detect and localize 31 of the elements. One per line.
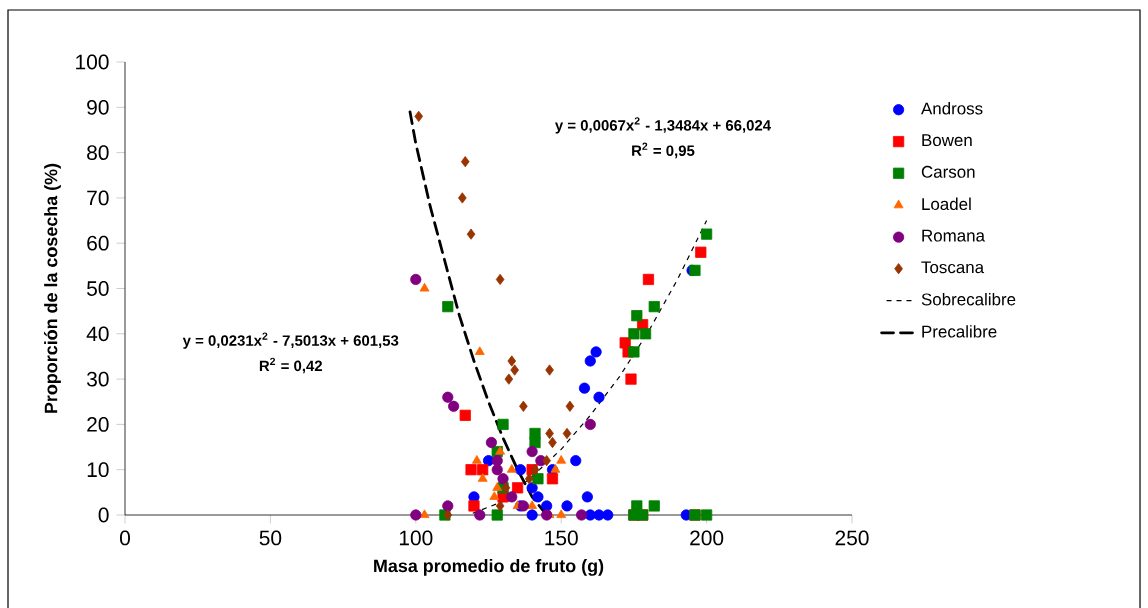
y-tick-label: 30	[86, 371, 109, 387]
legend-label: Bowen	[922, 134, 972, 147]
legend-label: Sobrecalibre	[921, 292, 1016, 306]
y-tick-label: 40	[86, 326, 109, 342]
y-axis-title: Proporción de la cosecha (%)	[43, 163, 61, 413]
text: R$^{2}$ = 0,95	[632, 142, 695, 159]
legend-label: Loadel	[922, 197, 971, 211]
y-tick-label: 50	[87, 281, 109, 296]
y-tick-label: 60	[87, 235, 109, 251]
legend-label: Carson	[921, 165, 975, 178]
legend-label: Precalibre	[922, 325, 997, 338]
legend-label: Andross	[921, 102, 983, 115]
text: R$^{2}$ = 0,42	[259, 357, 323, 374]
legend-label: Toscana	[921, 261, 985, 274]
y-tick-label: 90	[87, 99, 109, 115]
text: y = 0,0231x$^{2}$ - 7,5013x + 601,53	[182, 332, 399, 349]
y-tick-label: 80	[87, 145, 109, 161]
x-axis-title: Masa promedio de fruto (g)	[374, 559, 604, 576]
x-tick-label: 250	[835, 530, 869, 546]
text: y = 0,0067x$^{2}$ - 1,3484x + 66,024	[555, 117, 771, 134]
x-tick-label: 200	[690, 530, 724, 546]
x-tick-label: 0	[119, 530, 130, 546]
legend-label: Romana	[922, 229, 985, 242]
y-tick-label: 70	[87, 190, 109, 206]
x-tick-label: 100	[399, 530, 433, 546]
y-tick-label: 20	[87, 417, 109, 432]
y-tick-label: 100	[76, 54, 109, 70]
x-tick-label: 150	[545, 530, 578, 546]
x-tick-label: 50	[259, 530, 282, 546]
y-tick-label: 0	[98, 507, 109, 523]
y-tick-label: 10	[87, 462, 109, 478]
